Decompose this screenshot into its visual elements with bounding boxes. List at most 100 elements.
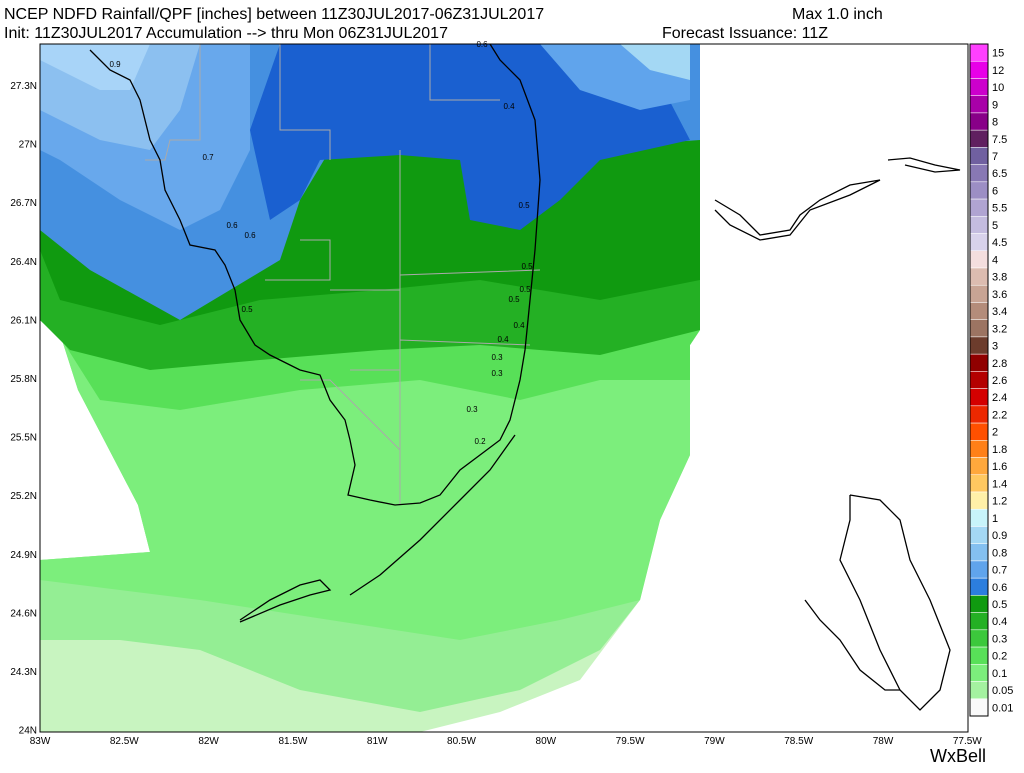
contour-label: 0.6 xyxy=(476,40,488,49)
latitude-label: 24.6N xyxy=(10,608,37,619)
legend-label: 2 xyxy=(992,427,998,439)
legend-label: 1.8 xyxy=(992,444,1007,456)
legend-label: 3 xyxy=(992,341,998,353)
longitude-label: 80W xyxy=(536,736,557,747)
legend-label: 3.6 xyxy=(992,289,1007,301)
legend-swatch xyxy=(969,526,989,544)
contour-label: 0.3 xyxy=(466,405,478,414)
max-label: Max 1.0 inch xyxy=(792,6,883,23)
legend-swatch xyxy=(969,95,989,114)
legend-swatch xyxy=(969,302,989,320)
latitude-label: 26.7N xyxy=(10,198,37,209)
legend-label: 0.05 xyxy=(992,685,1013,697)
legend-swatch xyxy=(969,474,989,493)
legend-label: 0.1 xyxy=(992,668,1007,680)
contour-label: 0.5 xyxy=(518,201,530,210)
longitude-label: 82.5W xyxy=(110,736,139,747)
legend-swatch xyxy=(969,78,989,96)
contour-label: 0.3 xyxy=(491,369,503,378)
legend-label: 0.9 xyxy=(992,530,1007,542)
legend-swatch xyxy=(969,216,989,234)
longitude-label: 81.5W xyxy=(278,736,307,747)
legend-frame xyxy=(969,43,989,717)
contour-label: 0.6 xyxy=(244,231,256,240)
legend-label: 0.3 xyxy=(992,633,1007,645)
longitude-label: 79.5W xyxy=(616,736,645,747)
legend-label: 1.2 xyxy=(992,496,1007,508)
legend-label: 3.8 xyxy=(992,272,1007,284)
legend-label: 3.2 xyxy=(992,323,1007,335)
longitude-label: 78W xyxy=(873,736,894,747)
legend-label: 0.4 xyxy=(992,616,1007,628)
legend-label: 1.4 xyxy=(992,478,1007,490)
title: NCEP NDFD Rainfall/QPF [inches] between … xyxy=(4,6,544,23)
latitude-label: 26.1N xyxy=(10,315,37,326)
contour-label: 0.5 xyxy=(519,285,531,294)
contour-label: 0.4 xyxy=(503,102,515,111)
legend-swatch xyxy=(969,181,989,200)
legend-swatch xyxy=(969,353,989,372)
latitude-label: 27N xyxy=(19,140,37,151)
longitude-label: 81W xyxy=(367,736,388,747)
legend-swatch xyxy=(969,233,989,252)
contour-label: 0.5 xyxy=(508,295,520,304)
legend-label: 2.2 xyxy=(992,409,1007,421)
legend-swatch xyxy=(969,612,989,631)
legend-label: 5 xyxy=(992,220,998,232)
legend-swatch xyxy=(969,681,989,700)
legend-swatch xyxy=(969,577,989,596)
legend-swatch xyxy=(969,629,989,648)
legend-swatch xyxy=(969,371,989,389)
legend-swatch xyxy=(969,664,989,682)
legend-swatch xyxy=(969,250,989,269)
legend-swatch xyxy=(969,43,989,62)
legend-label: 7 xyxy=(992,151,998,163)
legend-label: 4 xyxy=(992,254,998,266)
legend-swatch xyxy=(969,457,989,476)
legend-swatch xyxy=(969,440,989,458)
contour-label: 0.3 xyxy=(491,353,503,362)
latitude-label: 27.3N xyxy=(10,81,37,92)
legend-label: 3.4 xyxy=(992,306,1007,318)
legend-swatch xyxy=(969,491,989,510)
legend-swatch xyxy=(969,388,989,407)
legend-label: 6.5 xyxy=(992,168,1007,180)
legend-swatch xyxy=(969,164,989,183)
legend-swatch xyxy=(969,595,989,613)
logo: WxBell xyxy=(930,746,986,766)
contour-label: 0.4 xyxy=(513,321,525,330)
longitude-label: 77.5W xyxy=(953,736,982,747)
legend-swatch xyxy=(969,336,989,355)
legend-swatch xyxy=(969,112,989,131)
legend-label: 9 xyxy=(992,99,998,111)
contour-label: 0.5 xyxy=(521,262,533,271)
legend-label: 2.4 xyxy=(992,392,1007,404)
longitude-label: 78.5W xyxy=(784,736,813,747)
legend-label: 10 xyxy=(992,82,1004,94)
longitude-label: 80.5W xyxy=(447,736,476,747)
legend-swatch xyxy=(969,698,989,717)
legend-label: 2.8 xyxy=(992,358,1007,370)
map-frame xyxy=(39,43,969,733)
latitude-label: 25.2N xyxy=(10,491,37,502)
legend-label: 15 xyxy=(992,48,1004,60)
latitude-label: 25.8N xyxy=(10,374,37,385)
contour-label: 0.4 xyxy=(497,335,509,344)
legend-swatch xyxy=(969,422,989,441)
legend-label: 5.5 xyxy=(992,203,1007,215)
coastline xyxy=(89,43,961,711)
latitude-label: 24.9N xyxy=(10,550,37,561)
legend-label: 12 xyxy=(992,65,1004,77)
legend-swatch xyxy=(969,267,989,286)
latitude-label: 24.3N xyxy=(10,667,37,678)
contour-label: 0.6 xyxy=(226,221,238,230)
legend-label: 4.5 xyxy=(992,237,1007,249)
contour-label: 0.9 xyxy=(109,60,121,69)
legend-label: 0.01 xyxy=(992,702,1013,714)
latitude-label: 26.4N xyxy=(10,257,37,268)
legend-swatch xyxy=(969,147,989,165)
legend-swatch xyxy=(969,60,989,79)
legend-label: 0.7 xyxy=(992,565,1007,577)
legend-swatch xyxy=(969,543,989,562)
